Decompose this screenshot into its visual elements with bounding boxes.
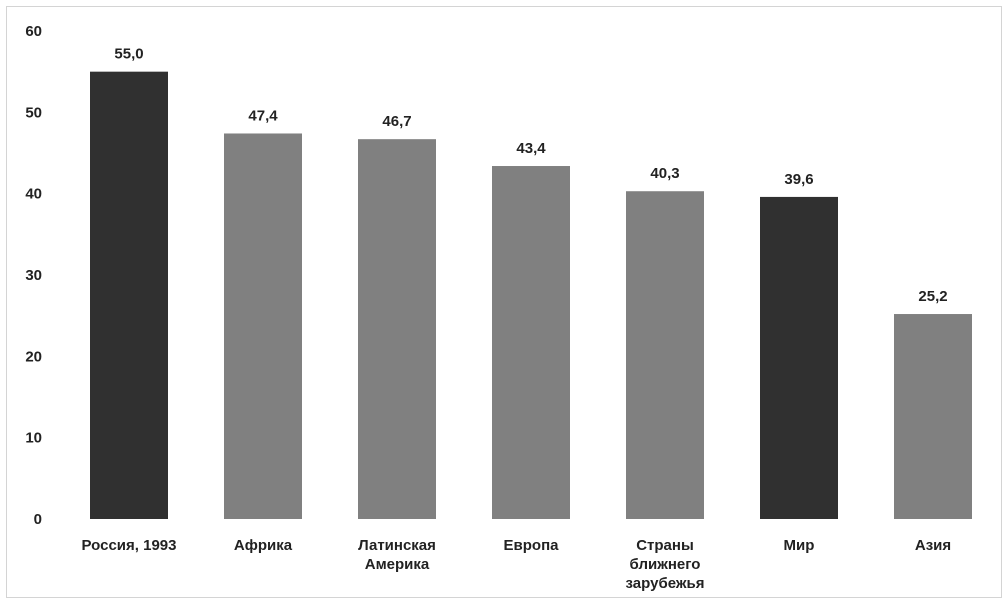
x-tick-label-line: ближнего: [630, 556, 701, 573]
x-tick-label: Африка: [234, 537, 293, 554]
bar: [760, 196, 838, 520]
x-tick-label-line: Мир: [784, 537, 815, 554]
x-tick-label-line: Латинская: [358, 537, 436, 554]
x-tick-label-line: Россия, 1993: [82, 537, 177, 554]
y-tick-label: 30: [25, 267, 42, 284]
data-label: 39,6: [784, 171, 813, 188]
y-tick-label: 0: [34, 511, 42, 528]
x-tick-label: Латинская Америка: [358, 537, 436, 573]
x-tick-label-line: Страны: [636, 537, 694, 554]
data-label: 40,3: [650, 165, 679, 182]
x-axis: Россия, 1993 Африка Латинская Америка Европа…: [82, 537, 952, 592]
bar: [90, 71, 168, 520]
x-tick-label: Европа: [504, 537, 560, 554]
x-tick-label: Мир: [784, 537, 815, 554]
value-labels: 55,0 47,4 46,7 43,4 40,3 39,6 25,2: [114, 46, 947, 305]
y-tick-label: 60: [25, 23, 42, 40]
y-tick-label: 40: [25, 186, 42, 203]
x-tick-label: Страны ближнего зарубежья: [626, 537, 705, 592]
x-tick-label-line: Америка: [365, 556, 430, 573]
data-label: 25,2: [918, 288, 947, 305]
data-label: 43,4: [516, 140, 546, 157]
x-tick-label: Россия, 1993: [82, 537, 177, 554]
x-tick-label-line: Азия: [915, 537, 951, 554]
x-tick-label-line: Европа: [504, 537, 560, 554]
y-axis: 0 10 20 30 40 50 60: [25, 23, 42, 528]
data-label: 55,0: [114, 46, 143, 63]
x-tick-label-line: Африка: [234, 537, 293, 554]
y-tick-label: 50: [25, 104, 42, 121]
x-tick-label-line: зарубежья: [626, 575, 705, 592]
bar: [894, 314, 972, 519]
data-label: 47,4: [248, 107, 278, 124]
data-label: 46,7: [382, 113, 411, 130]
bar: [492, 166, 570, 519]
bars: [90, 71, 972, 520]
bar: [224, 133, 302, 520]
bar: [358, 139, 436, 519]
y-tick-label: 10: [25, 430, 42, 447]
bar: [626, 191, 704, 519]
y-tick-label: 20: [25, 348, 42, 365]
x-tick-label: Азия: [915, 537, 951, 554]
